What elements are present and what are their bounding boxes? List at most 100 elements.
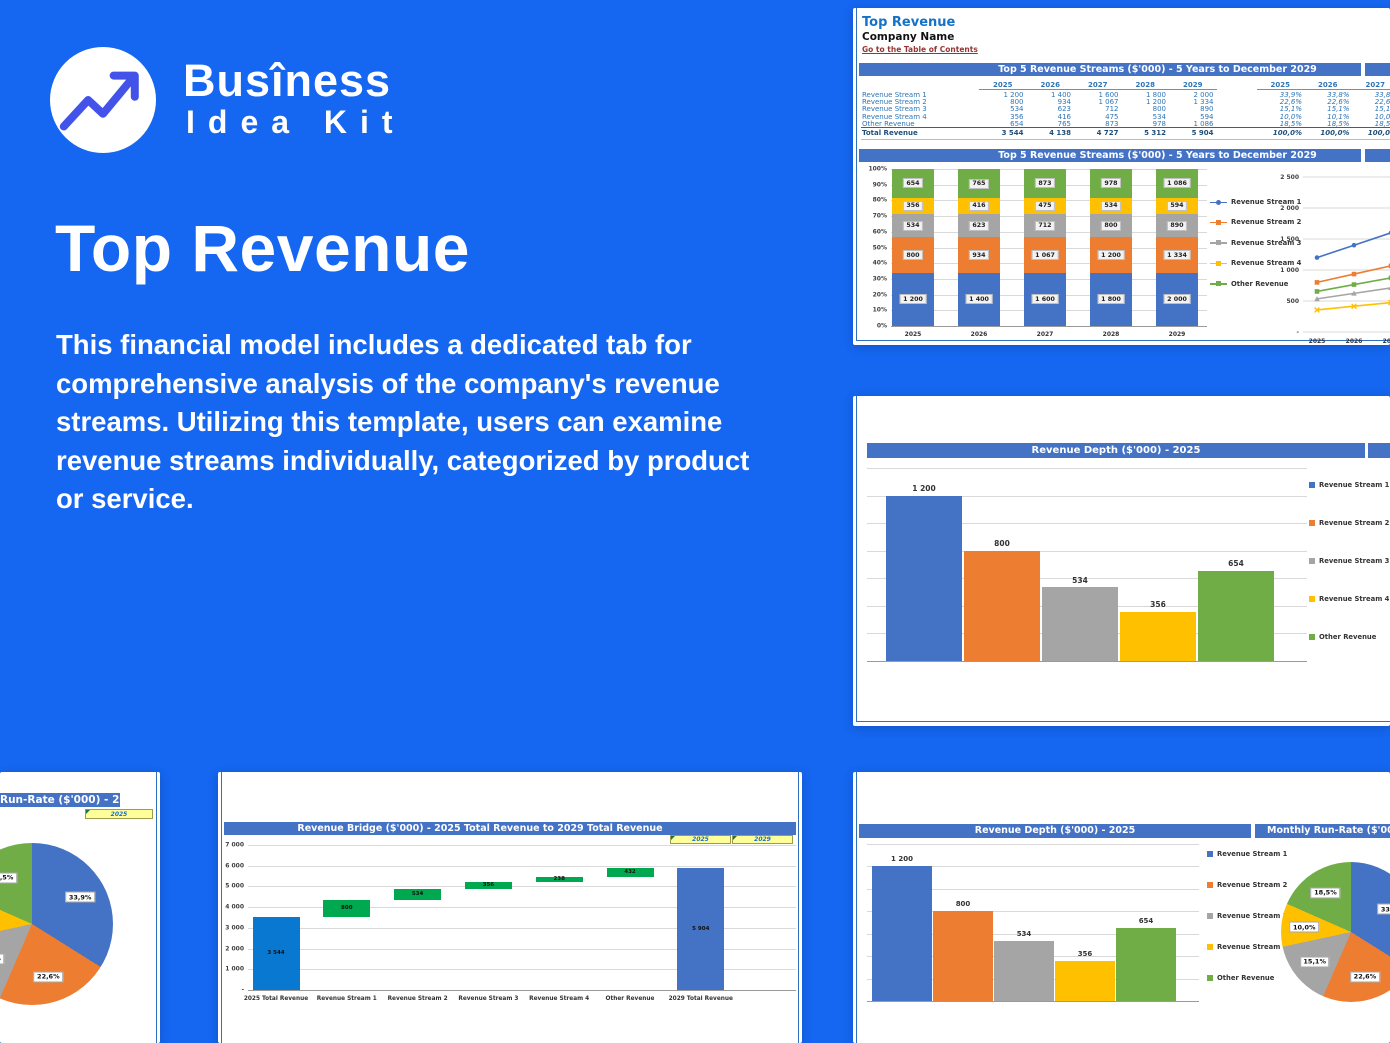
- cell-value: 534: [1010, 105, 1024, 114]
- segment-value-label: 1 334: [1163, 250, 1191, 261]
- data-point-marker: [1351, 271, 1357, 277]
- y-axis-tick: 10%: [872, 306, 887, 314]
- legend-marker: [1207, 851, 1213, 857]
- grid-line: [248, 845, 796, 846]
- cell-value: 623: [1057, 105, 1071, 114]
- data-point-marker: [1388, 275, 1390, 281]
- y-axis-tick: 100%: [868, 165, 887, 173]
- y-axis-tick: 90%: [872, 181, 887, 189]
- cell-value: 5 904: [1191, 128, 1214, 137]
- legend-marker: [1309, 558, 1315, 564]
- table-of-contents-link[interactable]: Go to the Table of Contents: [862, 45, 978, 54]
- bar-value-label: 356: [1077, 950, 1093, 959]
- cell-percent: 100,0%: [1367, 128, 1390, 137]
- y-axis-tick: 3 000: [225, 924, 244, 932]
- x-axis-label: Other Revenue: [605, 996, 655, 1002]
- bar: [964, 550, 1040, 661]
- table-row: Revenue Stream 4 356 416 475 534 594 10,0% 10,1…: [861, 113, 1390, 121]
- pie-slice-label: 15,1%: [0, 953, 5, 965]
- line-series: [1316, 287, 1390, 300]
- segment-value-label: 1 600: [1031, 294, 1059, 305]
- legend-label: Other Revenue: [1231, 279, 1289, 288]
- bar-segment: 978: [1090, 169, 1132, 198]
- cell-percent: 15,1%: [1279, 105, 1302, 114]
- bar-value-label: 534: [1072, 575, 1088, 585]
- legend-marker: [1309, 482, 1315, 488]
- bar-value-label: 238: [553, 876, 565, 883]
- x-axis-label: 2025 Total Revenue: [243, 996, 309, 1002]
- dropdown-marker-icon: [671, 835, 675, 840]
- line-series: [1316, 265, 1390, 284]
- legend-label: Revenue Stream 4: [1217, 943, 1288, 951]
- bar-value-label: 800: [955, 900, 971, 909]
- depth-title-bar: Revenue Depth ($'000) - 2025: [859, 824, 1251, 838]
- cell-value: 800: [1010, 97, 1024, 106]
- data-point-marker: [1314, 255, 1320, 260]
- year-dropdown[interactable]: 2025: [85, 809, 153, 819]
- bar-segment: 765: [958, 169, 1000, 199]
- bar: [1198, 570, 1274, 661]
- legend-marker: [1210, 198, 1227, 206]
- cell-value: 934: [1057, 97, 1071, 106]
- segment-value-label: 534: [902, 220, 924, 231]
- cell-value: 890: [1200, 105, 1214, 114]
- x-axis-label: 2025: [904, 331, 922, 338]
- legend-label: Revenue Stream 2: [1231, 218, 1302, 227]
- table-row: Revenue Stream 1 1 200 1 400 1 600 1 800 2 00…: [861, 90, 1390, 99]
- chart-legend: Revenue Stream 1 Revenue Stream 2 Revenue …: [1210, 194, 1301, 314]
- bar: [994, 941, 1054, 1001]
- x-axis-label: 2029 Total Revenue: [668, 996, 733, 1002]
- x-axis-label: Revenue Stream 4: [529, 996, 590, 1002]
- legend-label: Revenue Stream 2: [1319, 519, 1390, 527]
- x-axis-label: 2027: [1036, 331, 1054, 338]
- cell-value: 4 727: [1096, 128, 1119, 137]
- cell-percent: 22,6%: [1374, 97, 1390, 106]
- x-axis-label: 2025: [1309, 338, 1326, 345]
- cell-value: 5 312: [1144, 128, 1166, 137]
- bridge-year-from-dropdown[interactable]: 2025: [670, 834, 731, 844]
- legend-item: Revenue Stream 1: [1210, 198, 1301, 206]
- sheet-title: Top Revenue: [862, 15, 956, 30]
- legend-label: Revenue Stream 2: [1217, 881, 1288, 889]
- page-description: This financial model includes a dedicate…: [56, 329, 750, 514]
- bar-segment: 2 000: [1156, 272, 1198, 326]
- pie-slice-label: 22,6%: [1350, 971, 1380, 983]
- table-row: Revenue Stream 2 800 934 1 067 1 200 1 334 22,…: [861, 97, 1390, 106]
- grid-line: [248, 927, 796, 929]
- waterfall-bar: 238: [535, 876, 583, 883]
- segment-value-label: 1 200: [899, 294, 927, 305]
- brand-subname: Idea Kit: [186, 104, 406, 140]
- year-header: 2026: [1026, 81, 1074, 90]
- cell-value: 1 200: [1145, 97, 1166, 106]
- bar-segment: 1 600: [1024, 272, 1066, 326]
- table-divider: [861, 138, 1390, 140]
- run-rate-pie-chart: 33,9%22,6%15,1%10,0%18,5%: [0, 772, 160, 1043]
- data-point-marker: [1388, 299, 1390, 306]
- waterfall-bar: 534: [394, 888, 442, 900]
- cell-value: 1 334: [1193, 97, 1214, 106]
- cell-value: 2 000: [1193, 90, 1214, 99]
- cell-value: 978: [1152, 119, 1166, 128]
- y-axis-tick: 1 500: [1280, 236, 1299, 243]
- brand-name: Busîness: [183, 55, 392, 106]
- depth-title-bar: Revenue Depth ($'000) - 2025: [867, 443, 1365, 458]
- pie-slice-label: 18,5%: [1310, 887, 1341, 899]
- legend-label: Other Revenue: [1319, 633, 1377, 641]
- bar-value-label: 800: [994, 539, 1010, 549]
- legend-label: Revenue Stream 4: [1231, 259, 1302, 268]
- data-point-marker: [1351, 303, 1357, 310]
- bar-value-label: 356: [482, 882, 495, 889]
- segment-value-label: 1 400: [965, 294, 993, 305]
- segment-value-label: 623: [968, 220, 990, 231]
- legend-item: Revenue Stream 1: [1207, 850, 1287, 858]
- chart-title-bar-strip: [1365, 149, 1390, 162]
- bar: [1055, 961, 1115, 1001]
- bar: [1042, 587, 1118, 661]
- cell-value: 1 400: [1050, 90, 1071, 99]
- cell-percent: 33,8%: [1374, 90, 1390, 99]
- bridge-year-to-dropdown[interactable]: 2029: [732, 834, 793, 844]
- monthly-run-rate-pie-chart: 33,9% 22,6% 15,1% 10,0% 18,5%: [853, 772, 1390, 1043]
- legend-item: Revenue Stream 2: [1210, 218, 1301, 226]
- legend-label: Revenue Stream 3: [1319, 557, 1390, 565]
